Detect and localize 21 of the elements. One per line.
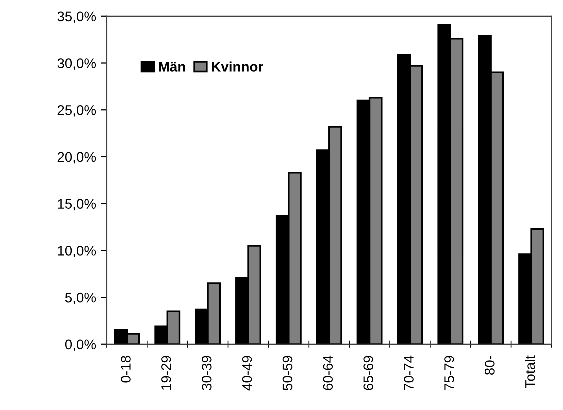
x-tick-label: Totalt bbox=[525, 356, 536, 388]
x-tick-label: 80- bbox=[484, 356, 495, 375]
x-tick-label: 50-59 bbox=[282, 356, 293, 390]
x-tick-label: 70-74 bbox=[404, 356, 414, 390]
x-tick-label: 60-64 bbox=[323, 356, 334, 390]
x-tick-label: 0-18 bbox=[121, 356, 131, 383]
y-tick-label: 25,0% bbox=[58, 105, 96, 117]
y-tick-label: 35,0% bbox=[58, 12, 96, 24]
y-tick-label: 10,0% bbox=[58, 246, 96, 258]
y-tick-label: 5,0% bbox=[65, 292, 96, 304]
y-tick-label: 30,0% bbox=[58, 58, 96, 70]
x-tick-label: 30-39 bbox=[202, 356, 212, 390]
y-tick-label: 15,0% bbox=[58, 199, 96, 211]
x-tick-label: 65-69 bbox=[364, 356, 374, 390]
y-tick-label: 20,0% bbox=[58, 152, 96, 164]
y-tick-label: 0,0% bbox=[65, 340, 96, 352]
legend-label: Kvinnor bbox=[212, 62, 264, 72]
x-tick-label: 75-79 bbox=[444, 356, 454, 390]
legend-label: Män bbox=[159, 62, 186, 72]
x-tick-label: 19-29 bbox=[162, 356, 172, 390]
x-tick-label: 40-49 bbox=[242, 356, 252, 391]
